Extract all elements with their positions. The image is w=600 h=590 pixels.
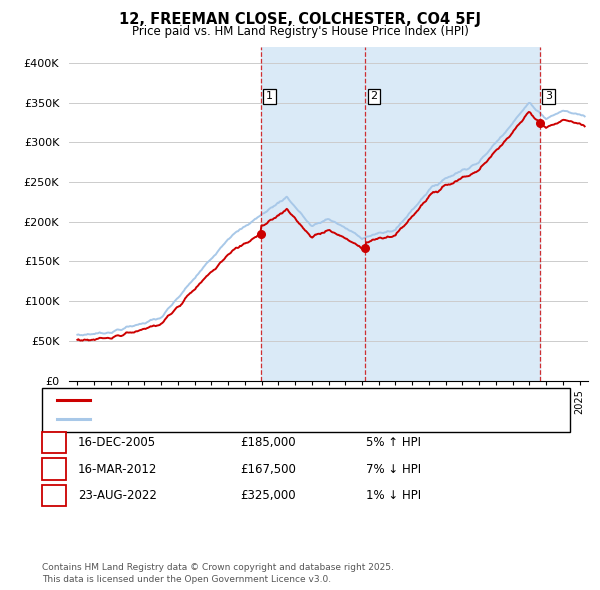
Text: 7% ↓ HPI: 7% ↓ HPI [366, 463, 421, 476]
Text: 1% ↓ HPI: 1% ↓ HPI [366, 489, 421, 502]
Text: Contains HM Land Registry data © Crown copyright and database right 2025.
This d: Contains HM Land Registry data © Crown c… [42, 563, 394, 584]
Text: HPI: Average price, semi-detached house, Colchester: HPI: Average price, semi-detached house,… [98, 415, 388, 424]
Text: 5% ↑ HPI: 5% ↑ HPI [366, 436, 421, 449]
Text: 1: 1 [50, 436, 58, 449]
Text: 1: 1 [266, 91, 273, 101]
Bar [261, 47, 365, 381]
Bar [365, 47, 540, 381]
Text: 3: 3 [50, 489, 58, 502]
Text: £167,500: £167,500 [240, 463, 296, 476]
Text: 23-AUG-2022: 23-AUG-2022 [78, 489, 157, 502]
Text: 12, FREEMAN CLOSE, COLCHESTER, CO4 5FJ: 12, FREEMAN CLOSE, COLCHESTER, CO4 5FJ [119, 12, 481, 27]
Text: £185,000: £185,000 [240, 436, 296, 449]
Text: Price paid vs. HM Land Registry's House Price Index (HPI): Price paid vs. HM Land Registry's House … [131, 25, 469, 38]
Text: 3: 3 [545, 91, 552, 101]
Text: 16-DEC-2005: 16-DEC-2005 [78, 436, 156, 449]
Text: 16-MAR-2012: 16-MAR-2012 [78, 463, 157, 476]
Text: 2: 2 [371, 91, 377, 101]
Text: £325,000: £325,000 [240, 489, 296, 502]
Text: 2: 2 [50, 463, 58, 476]
Text: 12, FREEMAN CLOSE, COLCHESTER, CO4 5FJ (semi-detached house): 12, FREEMAN CLOSE, COLCHESTER, CO4 5FJ (… [98, 395, 470, 405]
